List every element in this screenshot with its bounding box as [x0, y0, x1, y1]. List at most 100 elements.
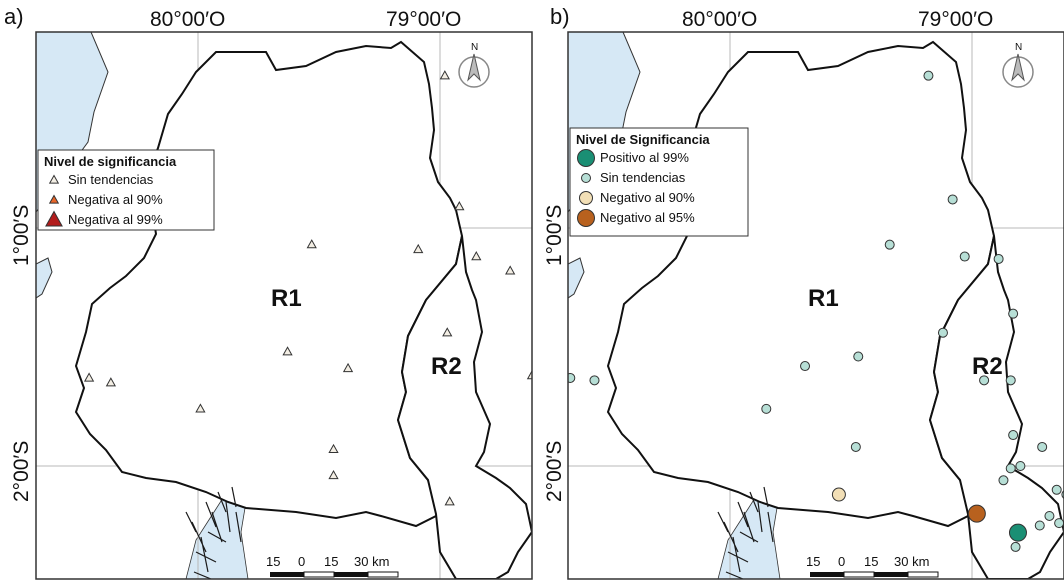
legend-item-label: Negativa al 90%: [68, 192, 163, 207]
lat-label-2-a: 2°00′S: [10, 441, 33, 502]
legend-item-label: Negativo al 95%: [600, 210, 695, 225]
scale-label-0: 15: [266, 554, 280, 569]
lat-label-1-b: 1°00′S: [543, 205, 566, 266]
lat-label-1-a: 1°00′S: [10, 205, 33, 266]
legend-box: Nivel de significancia Sin tendencias Neg…: [37, 149, 215, 231]
panel-label-b: b): [550, 4, 570, 29]
north-label: N: [1015, 42, 1022, 53]
station-marker: [1054, 518, 1064, 529]
legend-symbol: [48, 174, 60, 184]
scale-label-2: 15: [864, 554, 878, 569]
station-marker: [537, 321, 546, 329]
legend-item-label: Sin tendencias: [68, 172, 154, 187]
legend-symbol: [45, 210, 63, 227]
north-label: N: [471, 42, 478, 53]
station-marker: [1015, 461, 1026, 471]
legend-frame: [37, 149, 215, 231]
station-marker: [195, 403, 206, 413]
mangrove-estuary: [185, 486, 242, 579]
station-marker: [1051, 484, 1062, 495]
station-marker: [537, 542, 546, 550]
station-marker: [1005, 463, 1016, 474]
lat-label-2-b: 2°00′S: [543, 441, 566, 502]
coast-islands: [36, 257, 53, 299]
station-marker: [540, 516, 549, 524]
station-marker: [907, 7, 916, 16]
station-marker: [1008, 523, 1027, 542]
north-arrow-icon: N: [1002, 42, 1034, 88]
lon-label-80-b: 80°00′O: [682, 8, 757, 31]
station-marker: [328, 469, 339, 480]
legend-title: Nivel de Significancia: [576, 132, 710, 147]
scale-label-1: 0: [298, 554, 305, 569]
legend-symbol: [577, 209, 595, 227]
legend-item-label: Sin tendencias: [600, 170, 686, 185]
legend-symbol: [577, 149, 595, 167]
station-marker: [947, 194, 958, 205]
station-marker: [505, 265, 516, 275]
legend-box: Nivel de Significancia Positivo al 99% Si…: [569, 127, 749, 237]
station-marker: [1005, 375, 1016, 386]
station-marker: [454, 201, 465, 211]
legend-frame: [569, 127, 749, 237]
station-marker: [1008, 308, 1019, 319]
station-marker: [378, 14, 387, 22]
station-marker: [547, 431, 556, 439]
lon-label-80-a: 80°00′O: [150, 8, 225, 31]
station-marker: [1044, 510, 1055, 521]
station-marker: [332, 14, 341, 22]
scale-label-3: 30 km: [894, 554, 929, 569]
station-marker: [83, 372, 95, 382]
station-marker: [884, 239, 895, 250]
map-frame: [567, 31, 1064, 580]
station-marker: [800, 361, 811, 372]
region-label-r1: R1: [271, 285, 302, 312]
map-frame: [35, 31, 533, 580]
station-marker: [306, 239, 317, 249]
station-marker: [979, 375, 990, 386]
station-marker: [471, 251, 482, 261]
legend-title: Nivel de significancia: [44, 154, 177, 169]
legend-symbol: [581, 173, 591, 183]
north-arrow-icon: N: [458, 42, 490, 88]
scale-label-3: 30 km: [354, 554, 389, 569]
station-marker: [993, 253, 1004, 264]
legend-item-label: Negativa al 99%: [68, 212, 163, 227]
station-marker: [444, 496, 455, 506]
station-marker: [483, 10, 499, 24]
station-marker: [328, 443, 339, 453]
station-marker: [1037, 441, 1048, 452]
region-label-r2: R2: [972, 353, 1003, 380]
station-marker: [442, 327, 453, 337]
coast-islands: [568, 257, 585, 299]
station-marker: [1008, 430, 1019, 441]
station-markers: [568, 7, 1064, 552]
station-marker: [998, 475, 1009, 486]
station-marker: [859, 9, 868, 18]
scale-bar: 15 0 15 30 km: [266, 554, 399, 578]
map-panel-b: R1 R2 Nivel de Significancia Positivo al…: [567, 7, 1064, 580]
basin-r2-outline: [396, 235, 532, 579]
station-marker: [1010, 541, 1021, 552]
lon-label-79-a: 79°00′O: [386, 8, 461, 31]
station-marker: [568, 372, 576, 383]
scale-bar: 15 0 15 30 km: [806, 554, 939, 578]
station-marker: [937, 327, 948, 338]
legend-item-label: Negativo al 90%: [600, 190, 695, 205]
basin-r2-outline: [928, 235, 1064, 579]
legend-symbol: [48, 194, 60, 204]
station-marker: [761, 403, 772, 414]
station-marker: [850, 441, 861, 452]
region-label-r1: R1: [808, 285, 839, 312]
station-marker: [342, 362, 354, 373]
station-marker: [831, 487, 846, 502]
scale-label-1: 0: [838, 554, 845, 569]
station-marker: [853, 351, 864, 362]
panel-label-a: a): [4, 4, 24, 29]
station-marker: [967, 504, 986, 523]
station-marker: [105, 377, 117, 387]
scale-label-2: 15: [324, 554, 338, 569]
station-marker: [282, 346, 293, 356]
legend-item-label: Positivo al 99%: [600, 150, 689, 165]
